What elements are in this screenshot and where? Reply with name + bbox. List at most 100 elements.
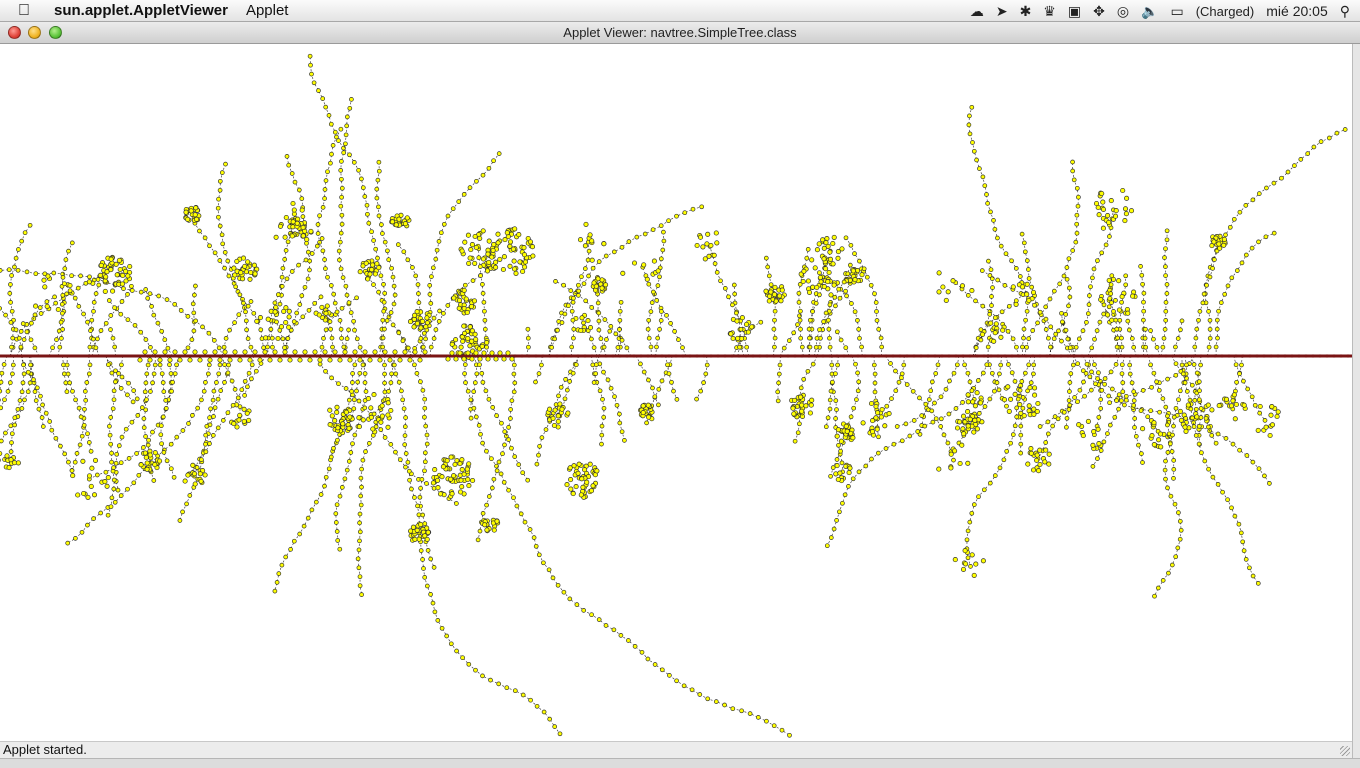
tree-node[interactable] [589,238,595,244]
tree-node[interactable] [346,300,352,306]
tree-node[interactable] [190,301,196,307]
tree-node[interactable] [342,476,348,482]
tree-node[interactable] [1009,370,1015,376]
tree-node[interactable] [199,457,204,462]
tree-node[interactable] [1192,398,1198,403]
tree-node[interactable] [461,471,467,477]
tree-node[interactable] [412,349,418,355]
tree-node[interactable] [828,473,833,479]
tree-node[interactable] [284,276,290,282]
tree-node[interactable] [1127,371,1133,377]
root-node[interactable] [842,354,846,358]
tree-node[interactable] [113,368,118,374]
tree-node[interactable] [893,388,899,394]
tree-node[interactable] [799,344,805,350]
tree-node[interactable] [1082,393,1087,399]
tree-node[interactable] [437,308,442,314]
tree-node[interactable] [1008,440,1013,446]
spotlight-search-icon[interactable]: ⚲ [1339,3,1350,19]
tree-node[interactable] [109,459,114,465]
tree-node[interactable] [479,371,485,376]
tree-node[interactable] [1031,406,1037,412]
tree-node[interactable] [1241,378,1246,384]
tree-node[interactable] [418,336,424,341]
root-node[interactable] [716,354,720,358]
tree-node[interactable] [872,389,878,395]
tree-node[interactable] [0,306,2,311]
tree-node[interactable] [299,196,305,201]
tree-node[interactable] [486,259,492,265]
tree-node[interactable] [1169,562,1175,568]
tree-node[interactable] [646,335,652,341]
tree-node[interactable] [771,291,778,298]
tree-node[interactable] [5,389,11,394]
tree-node[interactable] [608,385,614,391]
tree-node[interactable] [1001,397,1008,403]
tree-node[interactable] [367,271,373,277]
tree-node[interactable] [520,268,526,275]
tree-node[interactable] [1094,328,1100,334]
tree-node[interactable] [143,287,149,292]
tree-node[interactable] [676,337,681,342]
tree-node[interactable] [694,396,699,402]
tree-node[interactable] [632,644,638,649]
tree-node[interactable] [664,313,669,318]
tree-node[interactable] [98,262,104,268]
tree-node[interactable] [177,518,183,523]
tree-node[interactable] [420,344,426,350]
tree-node[interactable] [428,344,434,350]
tree-node[interactable] [1095,376,1100,381]
tree-node[interactable] [998,362,1004,368]
tree-node[interactable] [589,305,595,310]
tree-node[interactable] [836,442,841,448]
tree-node[interactable] [436,319,442,324]
tree-node[interactable] [517,259,523,265]
tree-node[interactable] [1055,416,1061,422]
tree-node[interactable] [168,466,174,472]
tree-node[interactable] [1229,505,1234,511]
tree-node[interactable] [1163,273,1168,278]
tree-node[interactable] [86,473,93,479]
tree-node[interactable] [372,349,378,355]
tree-node[interactable] [1210,474,1216,480]
tree-node[interactable] [4,453,10,459]
tree-node[interactable] [206,330,212,336]
root-node[interactable] [618,354,622,358]
tree-node[interactable] [279,274,285,280]
tree-node[interactable] [281,308,287,314]
tree-node[interactable] [655,335,661,341]
tree-node[interactable] [307,267,312,273]
tree-node[interactable] [564,387,570,393]
tree-node[interactable] [821,284,827,290]
tree-node[interactable] [969,104,975,110]
root-node[interactable] [611,354,615,358]
tree-node[interactable] [81,490,87,497]
tree-node[interactable] [403,415,408,420]
root-node[interactable] [1213,354,1217,358]
tree-node[interactable] [1231,216,1237,222]
tree-node[interactable] [441,311,446,316]
tree-graph[interactable] [0,44,1352,741]
tree-node[interactable] [105,475,111,481]
tree-node[interactable] [155,320,161,326]
tree-node[interactable] [328,160,333,166]
tree-node[interactable] [222,265,227,271]
tree-node[interactable] [1115,335,1120,341]
tree-node[interactable] [801,376,807,382]
tree-node[interactable] [559,406,565,412]
tree-node[interactable] [460,338,466,344]
tree-node[interactable] [555,327,560,333]
tree-node[interactable] [1109,273,1115,279]
tree-node[interactable] [33,398,39,403]
tree-node[interactable] [601,241,607,247]
tree-node[interactable] [658,223,664,229]
tree-node[interactable] [1074,221,1080,227]
tree-node[interactable] [17,398,23,403]
tree-node[interactable] [382,435,388,440]
tree-node[interactable] [357,538,362,544]
root-node[interactable] [849,354,853,358]
tree-node[interactable] [134,451,139,456]
tree-node[interactable] [143,380,149,386]
tree-node[interactable] [116,443,122,449]
tree-node[interactable] [362,349,368,355]
